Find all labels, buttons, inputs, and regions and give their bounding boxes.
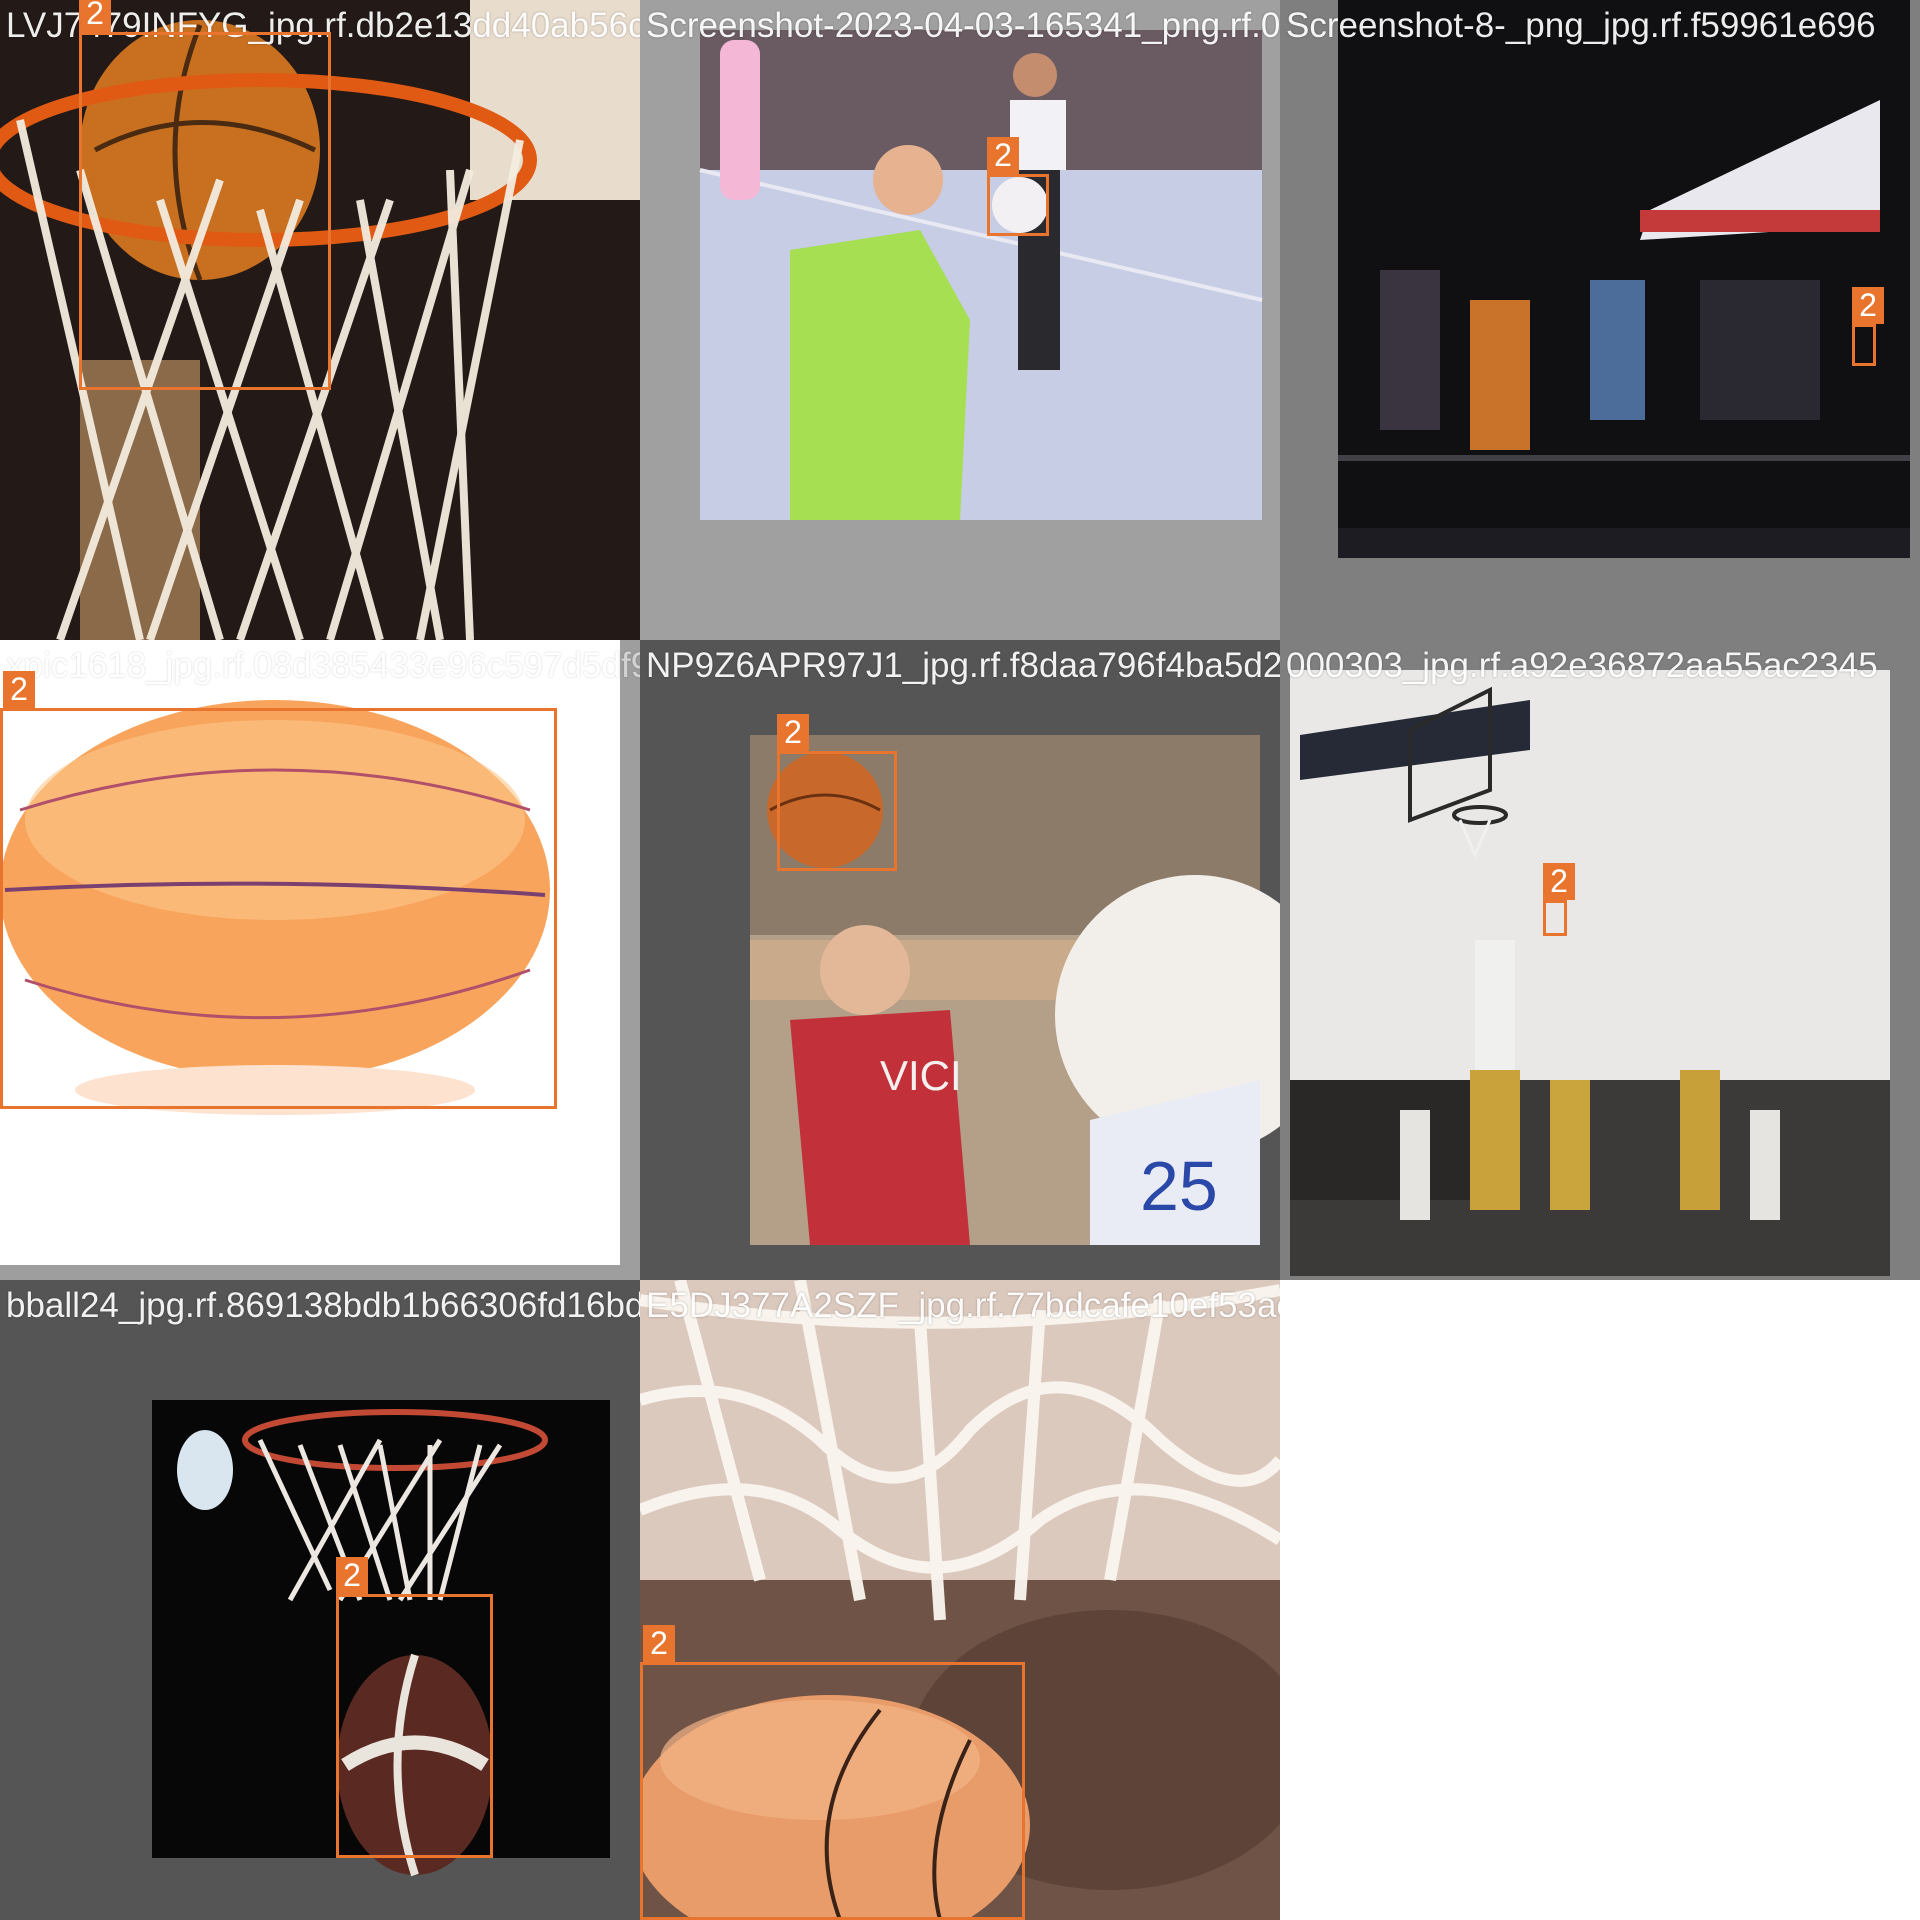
tile-outdoor-dunk[interactable]: 000303_jpg.rf.a92e36872aa55ac2345 2 <box>1280 640 1920 1280</box>
class-label-tag: 2 <box>1852 287 1884 324</box>
class-label-tag: 2 <box>777 714 809 751</box>
class-label-tag: 2 <box>1543 863 1575 900</box>
detection-box[interactable]: 2 <box>1852 324 1876 366</box>
class-label-tag: 2 <box>79 0 111 32</box>
net-dark-image <box>0 1280 640 1920</box>
tile-youth-game[interactable]: Screenshot-2023-04-03-165341_png.rf.0c1a… <box>640 0 1280 640</box>
jersey-text: VICI <box>880 1052 962 1099</box>
detection-box[interactable]: 2 <box>336 1594 493 1858</box>
tile-hoop-closeup[interactable]: LVJ7479INFYG_jpg.rf.db2e13dd40ab56c33047… <box>0 0 640 640</box>
tile-net-bright[interactable]: E5DJ377A2SZF_jpg.rf.77bdcafe10ef53ac11f2… <box>640 1280 1280 1920</box>
league-screenshot-image <box>1280 0 1920 640</box>
detection-box[interactable]: 2 <box>987 174 1049 236</box>
outdoor-dunk-image <box>1280 640 1920 1280</box>
youth-game-image <box>640 0 1280 640</box>
jersey-number: 25 <box>1140 1147 1218 1225</box>
tile-net-dark[interactable]: bball24_jpg.rf.869138bdb1b66306fd16bd3a … <box>0 1280 640 1920</box>
tile-ball-product[interactable]: xpic1618_jpg.rf.08d385433e96c597d5df9d26… <box>0 640 640 1280</box>
class-label-tag: 2 <box>336 1557 368 1594</box>
detection-box[interactable]: 2 <box>1543 900 1567 936</box>
gym-game-image: 25 VICI <box>640 640 1280 1280</box>
detection-box[interactable]: 2 <box>79 32 331 390</box>
class-label-tag: 2 <box>987 137 1019 174</box>
tile-gym-game[interactable]: 25 VICI NP9Z6APR97J1_jpg.rf.f8daa796f4ba… <box>640 640 1280 1280</box>
class-label-tag: 2 <box>643 1625 675 1662</box>
tile-league-screenshot[interactable]: Screenshot-8-_png_jpg.rf.f59961e696 2 <box>1280 0 1920 640</box>
detection-box[interactable]: 2 <box>640 1662 1025 1920</box>
detection-box[interactable]: 2 <box>0 708 557 1109</box>
detection-box[interactable]: 2 <box>777 751 897 871</box>
class-label-tag: 2 <box>3 671 35 708</box>
